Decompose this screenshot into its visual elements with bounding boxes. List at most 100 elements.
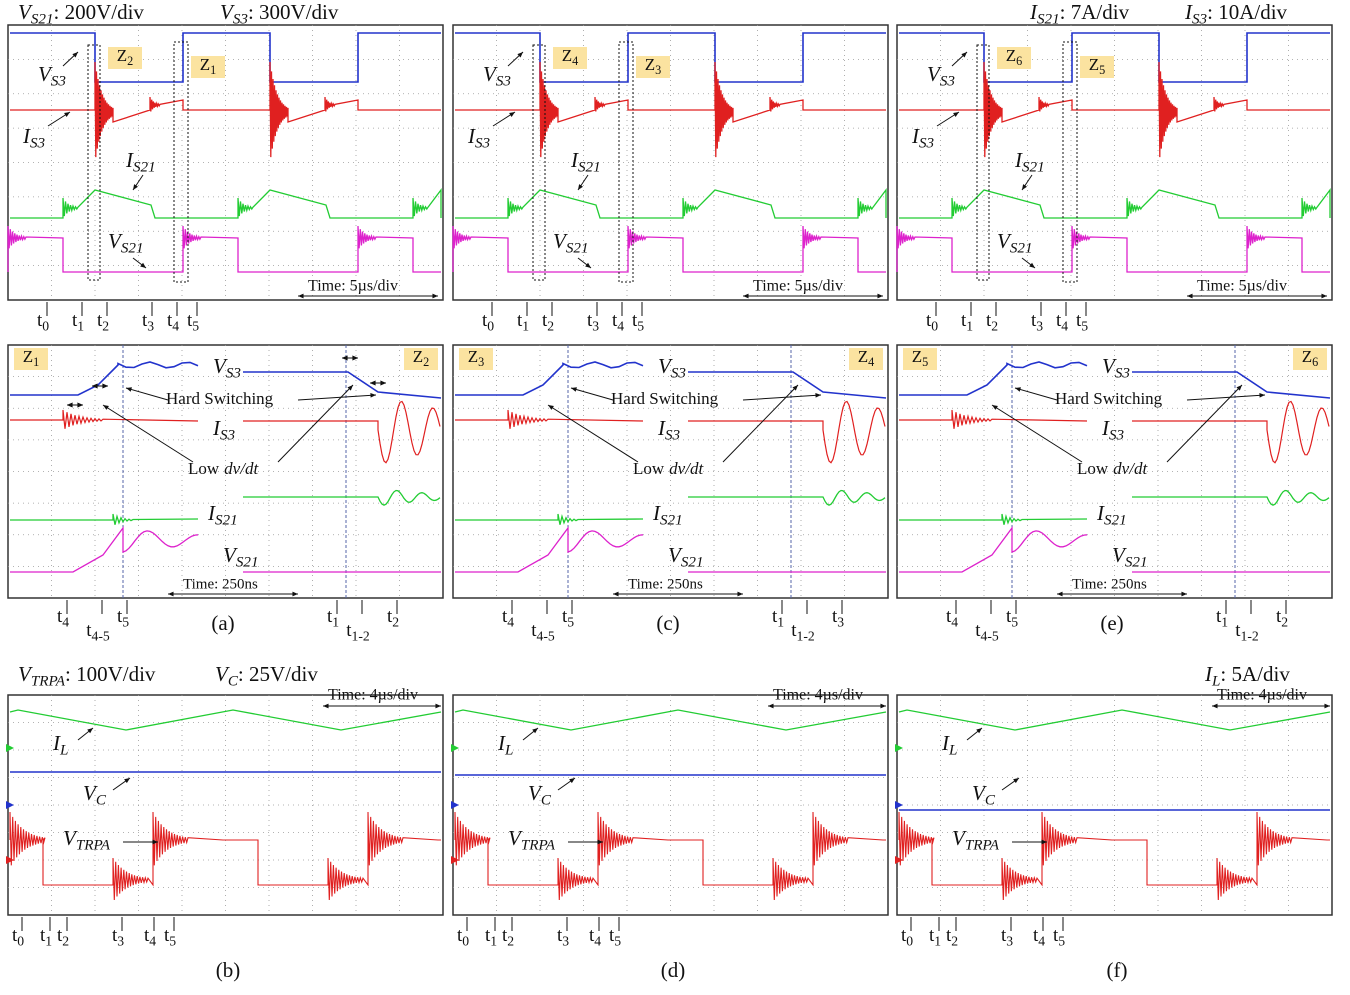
- label-subscript: 4: [951, 615, 958, 630]
- label-subscript: 1: [1221, 615, 1228, 630]
- scale-label: IS3: 10A/div: [1184, 0, 1288, 28]
- figure: VS21: 200V/divVS3: 300V/divIS21: 7A/divI…: [0, 0, 1350, 995]
- label-subscript: 3: [478, 355, 484, 369]
- label-subscript: 4: [172, 319, 179, 334]
- label-subscript: 4: [594, 934, 601, 949]
- label-subscript: 1: [966, 319, 973, 334]
- label-subscript: 4: [868, 355, 874, 369]
- label-symbol: Z: [645, 55, 655, 74]
- label-subscript: 2: [951, 934, 958, 949]
- label-subscript: S21: [1125, 555, 1148, 571]
- label-subscript: 5: [922, 355, 928, 369]
- label-subscript: 5: [1099, 63, 1105, 77]
- label-subscript: 5: [1058, 934, 1065, 949]
- label-subscript: TRPA: [76, 838, 111, 854]
- label-symbol: Z: [117, 46, 127, 65]
- page: { "top_scales_left": [{"sym": "V", "sub"…: [0, 0, 1350, 995]
- annotation-italic: dv/dt: [669, 459, 704, 478]
- label-subscript: 3: [1006, 934, 1013, 949]
- label-subscript: 3: [655, 63, 661, 77]
- label-subscript: S3: [671, 366, 687, 382]
- time-scale: Time: 250ns: [183, 576, 258, 592]
- label-subscript: C: [985, 793, 996, 809]
- label-subscript: 4: [507, 615, 514, 630]
- label-symbol: Z: [23, 347, 33, 366]
- time-scale: Time: 4µs/div: [328, 687, 418, 704]
- label-subscript: 2: [1281, 615, 1288, 630]
- time-scale: Time: 4µs/div: [1217, 687, 1307, 704]
- label-subscript: S21: [660, 513, 683, 529]
- label-subscript: 5: [169, 934, 176, 949]
- label-subscript: 5: [637, 319, 644, 334]
- label-subscript: 4: [1061, 319, 1068, 334]
- label-subscript: 3: [1036, 319, 1043, 334]
- label-subscript: S21: [566, 241, 589, 257]
- label-subscript: 5: [614, 934, 621, 949]
- label-subscript: 5: [1011, 615, 1018, 630]
- caption: (b): [216, 958, 241, 982]
- label-symbol: Z: [858, 347, 868, 366]
- label-symbol: Z: [200, 55, 210, 74]
- label-subscript: 1: [522, 319, 529, 334]
- label-subscript: L: [59, 743, 68, 759]
- label-subscript: 1: [777, 615, 784, 630]
- label-subscript: S21: [133, 160, 156, 176]
- annotation: Lowdv/dt: [633, 459, 704, 478]
- time-marker: t1-2: [346, 620, 370, 643]
- label-subscript: S3: [665, 428, 681, 444]
- label-subscript: 1: [45, 934, 52, 949]
- label-symbol: Z: [562, 46, 572, 65]
- label-subscript: 5: [122, 615, 129, 630]
- label-subscript: 4: [617, 319, 624, 334]
- label-subscript: 0: [462, 934, 469, 949]
- caption: (a): [211, 611, 234, 635]
- label-subscript: S3: [220, 428, 236, 444]
- label-subscript: S21: [1010, 241, 1033, 257]
- scale-label: IS21: 7A/div: [1029, 0, 1130, 28]
- label-subscript: S21: [236, 555, 259, 571]
- label-subscript: 5: [567, 615, 574, 630]
- time-scale: Time: 5µs/div: [1197, 278, 1287, 295]
- label-subscript: 1: [332, 615, 339, 630]
- label-subscript: S21: [1022, 160, 1045, 176]
- label-subscript: S3: [1115, 366, 1131, 382]
- label-subscript: S3: [496, 74, 512, 90]
- annotation: Lowdv/dt: [188, 459, 259, 478]
- label-subscript: 4: [1038, 934, 1045, 949]
- label-subscript: 0: [487, 319, 494, 334]
- label-subscript: 2: [62, 934, 69, 949]
- label-subscript: 0: [42, 319, 49, 334]
- label-subscript: 3: [592, 319, 599, 334]
- label-subscript: S3: [51, 74, 67, 90]
- label-symbol: Z: [1302, 347, 1312, 366]
- caption: (f): [1107, 958, 1128, 982]
- annotation: Hard Switching: [611, 389, 719, 408]
- label-subscript: S3: [919, 136, 935, 152]
- label-symbol: Z: [468, 347, 478, 366]
- label-subscript: S21: [681, 555, 704, 571]
- annotation-italic: dv/dt: [1113, 459, 1148, 478]
- label-subscript: 1-2: [797, 629, 815, 644]
- label-subscript: 1-2: [1241, 629, 1259, 644]
- time-marker: t4-5: [531, 620, 555, 643]
- label-subscript: 2: [507, 934, 514, 949]
- label-subscript: S3: [940, 74, 956, 90]
- time-marker: t1-2: [791, 620, 815, 643]
- label-subscript: 5: [192, 319, 199, 334]
- label-subscript: 1: [490, 934, 497, 949]
- label-symbol: Z: [413, 347, 423, 366]
- label-subscript: 2: [423, 355, 429, 369]
- caption: (e): [1100, 611, 1123, 635]
- time-scale: Time: 4µs/div: [773, 687, 863, 704]
- label-symbol: Z: [1089, 55, 1099, 74]
- time-scale: Time: 250ns: [1072, 576, 1147, 592]
- label-subscript: L: [504, 743, 513, 759]
- label-text: : 5A/div: [1220, 662, 1290, 686]
- label-subscript: 3: [147, 319, 154, 334]
- label-subscript: S21: [1104, 513, 1127, 529]
- label-text: : 10A/div: [1207, 0, 1287, 24]
- label-subscript: TRPA: [965, 838, 1000, 854]
- label-subscript: 0: [906, 934, 913, 949]
- label-subscript: 2: [991, 319, 998, 334]
